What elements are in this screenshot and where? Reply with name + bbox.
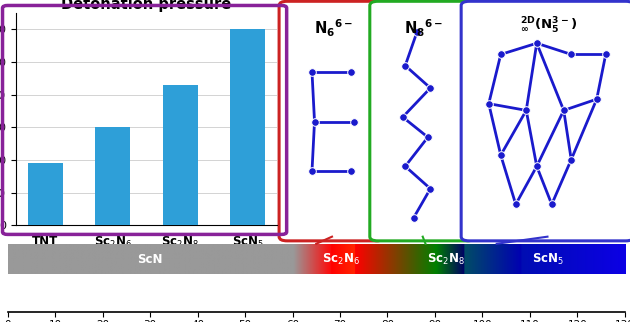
Title: Detonation pressure: Detonation pressure [61, 0, 232, 12]
Bar [28, 163, 63, 225]
Text: $\mathbf{N_8}^{\mathbf{6-}}$: $\mathbf{N_8}^{\mathbf{6-}}$ [404, 17, 443, 39]
Text: Sc$_2$N$_8$: Sc$_2$N$_8$ [427, 251, 465, 267]
Bar [230, 29, 265, 225]
Text: ScN: ScN [137, 252, 163, 266]
Bar [163, 85, 198, 225]
Text: $\mathbf{N_6}^{\mathbf{6-}}$: $\mathbf{N_6}^{\mathbf{6-}}$ [314, 17, 352, 39]
Bar [95, 127, 130, 225]
Text: ScN$_5$: ScN$_5$ [532, 251, 564, 267]
Text: $^{\mathbf{2D}}_{\mathbf{\infty}}\mathbf{(N_5^{3-})}$: $^{\mathbf{2D}}_{\mathbf{\infty}}\mathbf… [520, 16, 577, 36]
Text: Sc$_2$N$_6$: Sc$_2$N$_6$ [322, 251, 360, 267]
